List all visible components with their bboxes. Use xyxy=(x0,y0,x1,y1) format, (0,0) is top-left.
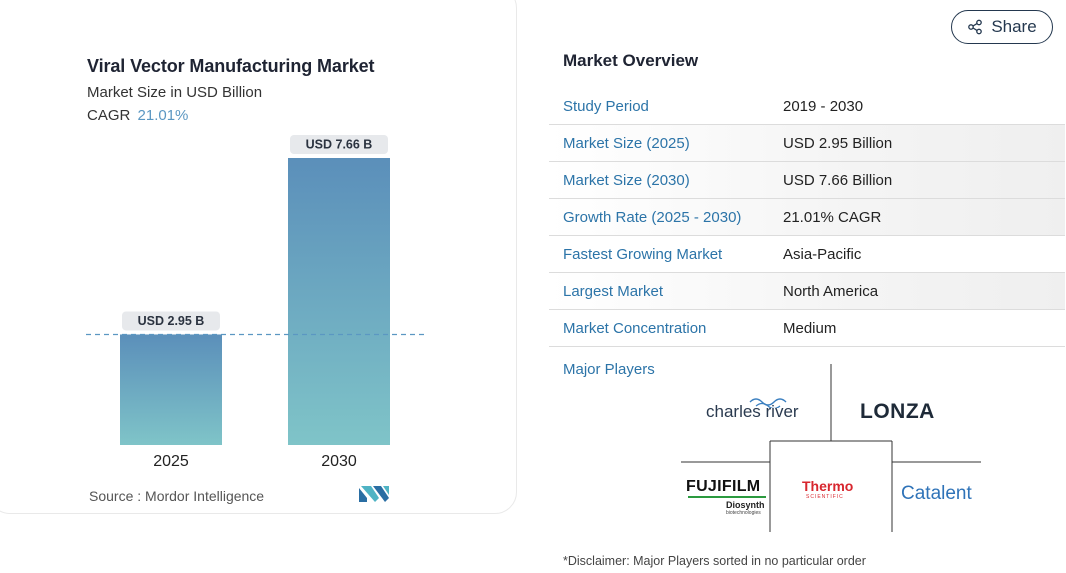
overview-title: Market Overview xyxy=(563,51,699,70)
bar-chart: USD 2.95 B 2025 USD 7.66 B 2030 xyxy=(86,135,427,470)
x-tick-label: 2025 xyxy=(153,453,189,470)
disclaimer: *Disclaimer: Major Players sorted in no … xyxy=(563,554,866,568)
data-label-bg xyxy=(290,135,388,154)
chart-title: Viral Vector Manufacturing Market xyxy=(87,56,375,76)
overview-row: Market Size (2030) USD 7.66 Billion xyxy=(549,162,1065,199)
mordor-intelligence-logo-icon xyxy=(359,486,389,502)
overview-value: Asia-Pacific xyxy=(783,245,862,263)
overview-row: Market Size (2025) USD 2.95 Billion xyxy=(549,125,1065,162)
chart-source: Source : Mordor Intelligence xyxy=(89,488,265,504)
data-label: USD 2.95 B xyxy=(138,314,205,328)
bar-2030 xyxy=(288,158,390,445)
overview-value: 21.01% CAGR xyxy=(783,208,882,226)
overview-value: USD 2.95 Billion xyxy=(783,134,893,152)
overview-table: Study Period 2019 - 2030 Market Size (20… xyxy=(549,88,1065,347)
fujifilm-underline xyxy=(688,496,766,498)
overview-label: Growth Rate (2025 - 2030) xyxy=(563,208,742,226)
thermo-subtext: SCIENTIFIC xyxy=(806,494,844,500)
overview-value: 2019 - 2030 xyxy=(783,97,864,115)
overview-row: Growth Rate (2025 - 2030) 21.01% CAGR xyxy=(549,199,1065,236)
bar-2025 xyxy=(120,334,222,445)
diosynth-subtext: biotechnologies xyxy=(726,510,761,516)
overview-value: North America xyxy=(783,282,879,300)
overview-row: Market Concentration Medium xyxy=(549,310,1065,347)
overview-value: USD 7.66 Billion xyxy=(783,171,893,189)
charles-river-logo: charles river xyxy=(706,402,799,421)
thermo-logo: Thermo xyxy=(802,478,854,494)
overview-row: Study Period 2019 - 2030 xyxy=(549,88,1065,125)
overview-label: Largest Market xyxy=(563,282,664,300)
data-label-bg xyxy=(122,311,220,331)
catalent-logo: Catalent xyxy=(901,483,972,504)
overview-label: Market Size (2030) xyxy=(563,171,690,189)
charles-river-wave-icon xyxy=(749,398,787,408)
chart-card xyxy=(0,0,517,514)
cagr-line: CAGR 21.01% xyxy=(87,107,188,124)
cagr-value: 21.01% xyxy=(137,107,189,124)
diosynth-logo: Diosynth xyxy=(726,500,765,510)
data-label: USD 7.66 B xyxy=(306,138,373,152)
overview-label: Fastest Growing Market xyxy=(563,245,723,263)
chart-subtitle: Market Size in USD Billion xyxy=(87,84,263,101)
players-title: Major Players xyxy=(563,361,655,378)
x-tick-label: 2030 xyxy=(321,453,357,470)
overview-label: Market Size (2025) xyxy=(563,134,690,152)
overview-value: Medium xyxy=(783,319,837,337)
fujifilm-logo: FUJIFILM xyxy=(686,478,761,495)
overview-row: Largest Market North America xyxy=(549,273,1065,310)
share-icon xyxy=(968,19,983,35)
overview-label: Market Concentration xyxy=(563,319,707,337)
share-label: Share xyxy=(991,17,1037,36)
overview-row: Fastest Growing Market Asia-Pacific xyxy=(549,236,1065,273)
lonza-logo: LONZA xyxy=(860,400,935,423)
overview-label: Study Period xyxy=(563,97,649,115)
cagr-label: CAGR xyxy=(87,107,131,124)
share-button[interactable]: Share xyxy=(951,10,1053,44)
